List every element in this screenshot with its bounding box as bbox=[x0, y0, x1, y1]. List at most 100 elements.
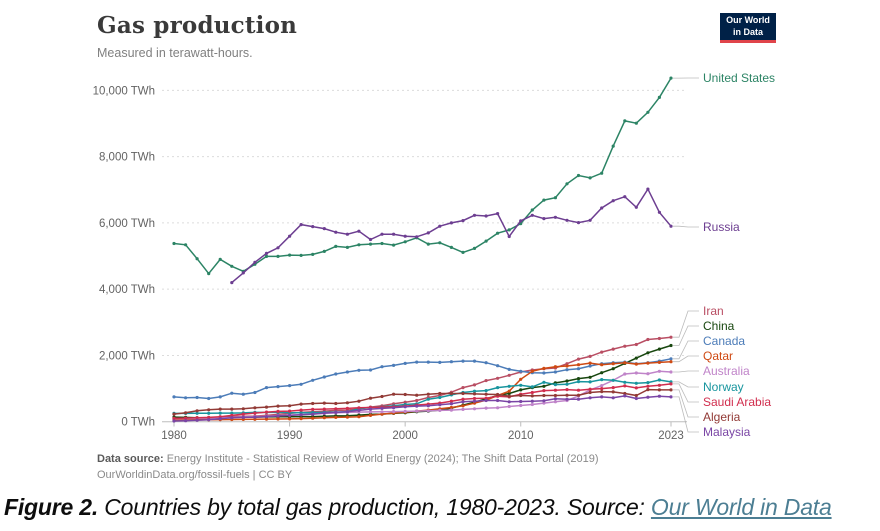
data-point-algeria bbox=[657, 388, 662, 392]
y-tick-label-4000: 4,000 TWh bbox=[99, 284, 155, 296]
data-point-canada bbox=[576, 367, 581, 371]
data-point-malaysia bbox=[426, 404, 430, 408]
data-point-malaysia bbox=[530, 399, 534, 403]
data-point-algeria bbox=[438, 391, 442, 396]
legend-connector-russia bbox=[673, 225, 699, 228]
data-point-united-states bbox=[449, 245, 453, 249]
data-point-qatar bbox=[449, 405, 453, 410]
data-point-united-states bbox=[264, 254, 269, 258]
data-point-saudi-arabia bbox=[184, 416, 188, 420]
data-point-russia bbox=[472, 213, 477, 217]
data-point-russia bbox=[542, 217, 546, 221]
caption-source-link[interactable]: Our World in Data bbox=[650, 494, 832, 520]
data-point-qatar bbox=[576, 363, 581, 367]
data-point-malaysia bbox=[438, 403, 442, 407]
data-point-saudi-arabia bbox=[345, 406, 349, 410]
data-point-china bbox=[542, 384, 546, 388]
data-point-malaysia bbox=[507, 400, 511, 404]
legend-label-qatar[interactable]: Qatar bbox=[703, 349, 733, 363]
data-point-malaysia bbox=[253, 415, 257, 419]
data-point-united-states bbox=[426, 242, 430, 246]
data-point-russia bbox=[600, 206, 604, 210]
legend-label-malaysia[interactable]: Malaysia bbox=[703, 425, 751, 439]
data-point-qatar bbox=[253, 417, 257, 421]
data-point-algeria bbox=[241, 407, 245, 411]
legend-label-australia[interactable]: Australia bbox=[703, 364, 750, 378]
legend-connector-china bbox=[673, 325, 699, 346]
data-point-malaysia bbox=[380, 406, 384, 410]
data-point-canada bbox=[207, 396, 211, 401]
data-point-algeria bbox=[519, 393, 523, 398]
data-point-algeria bbox=[253, 406, 257, 410]
x-tick-label-1990: 1990 bbox=[277, 430, 303, 442]
data-point-australia bbox=[634, 371, 638, 375]
data-point-saudi-arabia bbox=[576, 388, 581, 392]
data-point-norway bbox=[507, 384, 511, 388]
data-point-australia bbox=[646, 372, 650, 376]
x-tick-label-2000: 2000 bbox=[392, 430, 418, 442]
data-point-algeria bbox=[299, 402, 303, 406]
legend-connector-saudi-arabia bbox=[673, 383, 699, 403]
data-point-algeria bbox=[461, 391, 465, 396]
data-point-algeria bbox=[484, 392, 488, 396]
owid-logo[interactable]: Our World in Data bbox=[720, 13, 776, 43]
data-point-russia bbox=[415, 235, 419, 239]
data-point-russia bbox=[565, 218, 569, 222]
data-point-malaysia bbox=[496, 398, 500, 403]
x-tick-label-2010: 2010 bbox=[508, 430, 534, 442]
data-point-norway bbox=[646, 381, 650, 385]
legend-label-canada[interactable]: Canada bbox=[703, 334, 745, 348]
data-point-china bbox=[588, 375, 592, 379]
data-point-russia bbox=[264, 251, 269, 255]
series-line-iran bbox=[173, 336, 672, 421]
data-point-russia bbox=[380, 232, 384, 236]
data-point-saudi-arabia bbox=[461, 397, 465, 401]
data-point-united-states bbox=[588, 176, 592, 180]
figure-caption: Figure 2. Countries by total gas product… bbox=[4, 494, 880, 521]
data-point-canada bbox=[276, 385, 280, 389]
data-point-united-states bbox=[496, 231, 500, 235]
legend-label-russia[interactable]: Russia bbox=[703, 220, 740, 234]
data-point-russia bbox=[623, 195, 627, 199]
data-point-norway bbox=[553, 383, 558, 387]
data-point-russia bbox=[496, 212, 500, 216]
data-point-algeria bbox=[553, 393, 558, 398]
data-point-malaysia bbox=[230, 416, 234, 420]
data-point-algeria bbox=[357, 399, 361, 403]
series-line-china bbox=[173, 344, 672, 419]
data-point-united-states bbox=[311, 252, 315, 256]
legend-label-united-states[interactable]: United States bbox=[703, 71, 775, 85]
data-point-china bbox=[600, 371, 604, 375]
data-point-qatar bbox=[322, 416, 326, 420]
data-point-canada bbox=[230, 391, 234, 395]
data-point-saudi-arabia bbox=[253, 411, 257, 415]
data-point-algeria bbox=[646, 388, 650, 392]
legend-label-china[interactable]: China bbox=[703, 319, 735, 333]
data-point-algeria bbox=[415, 393, 419, 397]
data-point-qatar bbox=[357, 415, 361, 419]
data-point-malaysia bbox=[207, 418, 211, 422]
data-point-algeria bbox=[588, 390, 592, 395]
legend-label-norway[interactable]: Norway bbox=[703, 380, 744, 394]
data-point-malaysia bbox=[368, 407, 373, 411]
data-source-label: Data source: bbox=[97, 453, 164, 465]
license-line: OurWorldinData.org/fossil-fuels | CC BY bbox=[97, 469, 293, 481]
data-point-united-states bbox=[507, 228, 511, 232]
data-point-canada bbox=[403, 361, 407, 365]
data-point-united-states bbox=[276, 254, 280, 258]
data-point-saudi-arabia bbox=[449, 399, 453, 403]
data-point-malaysia bbox=[565, 397, 569, 401]
data-point-russia bbox=[311, 225, 315, 229]
data-point-malaysia bbox=[449, 402, 453, 406]
data-point-russia bbox=[334, 230, 338, 234]
data-point-canada bbox=[669, 357, 673, 361]
data-point-united-states bbox=[565, 182, 569, 186]
data-point-russia bbox=[669, 224, 673, 228]
data-point-saudi-arabia bbox=[207, 415, 211, 419]
legend-label-iran[interactable]: Iran bbox=[703, 304, 724, 318]
data-point-algeria bbox=[472, 392, 477, 396]
data-point-norway bbox=[426, 397, 430, 401]
legend-label-algeria[interactable]: Algeria bbox=[703, 410, 741, 424]
legend-label-saudi-arabia[interactable]: Saudi Arabia bbox=[703, 395, 771, 409]
data-point-malaysia bbox=[600, 395, 604, 399]
